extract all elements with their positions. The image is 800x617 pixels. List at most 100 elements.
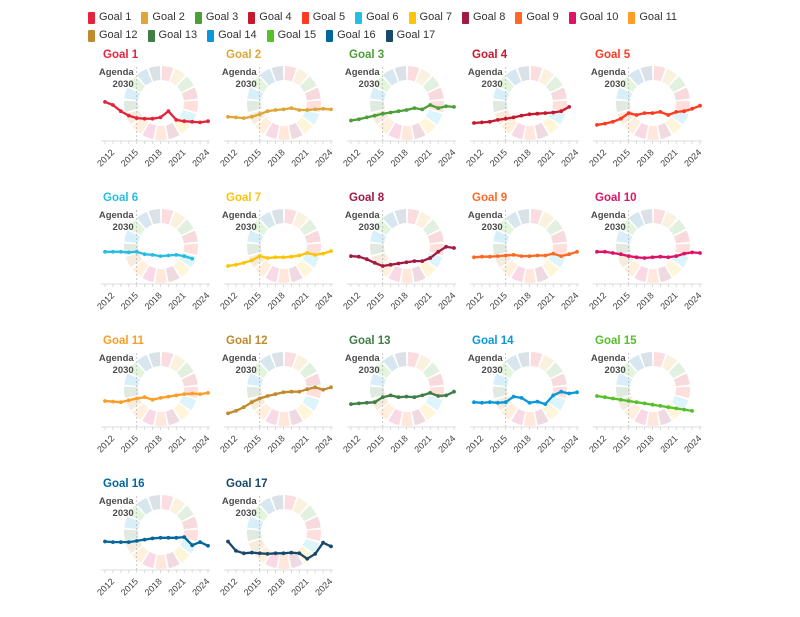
data-point xyxy=(226,264,230,268)
sdg-wheel-segment xyxy=(388,265,403,283)
sdg-wheel-segment xyxy=(501,403,518,420)
legend-item-goal-3[interactable]: Goal 3 xyxy=(194,10,238,25)
chart-title: Goal 17 xyxy=(226,478,268,490)
data-point xyxy=(519,254,524,258)
agenda-2030-label: 2030 xyxy=(113,508,134,519)
legend-item-goal-4[interactable]: Goal 4 xyxy=(248,10,292,25)
data-point xyxy=(388,393,393,398)
agenda-2030-label: Agenda xyxy=(99,353,135,364)
sdg-wheel-segment xyxy=(148,495,161,511)
sdg-wheel-segment xyxy=(624,260,641,277)
legend-item-goal-10[interactable]: Goal 10 xyxy=(568,10,618,25)
data-point xyxy=(559,389,564,394)
chart-title: Goal 16 xyxy=(103,478,145,490)
data-point xyxy=(480,120,484,125)
data-point xyxy=(472,400,476,405)
sdg-wheel-segment xyxy=(382,211,399,229)
data-point xyxy=(618,252,623,257)
x-tick-label: 2024 xyxy=(682,290,703,311)
data-point xyxy=(182,119,187,124)
legend-item-goal-7[interactable]: Goal 7 xyxy=(408,10,452,25)
legend-swatch xyxy=(461,11,469,24)
sdg-wheel-segment xyxy=(501,117,518,134)
sdg-wheel-segment xyxy=(148,209,161,225)
legend-item-goal-1[interactable]: Goal 1 xyxy=(88,10,131,25)
legend-item-goal-14[interactable]: Goal 14 xyxy=(207,28,257,43)
data-point xyxy=(519,113,524,118)
chart-cell-goal-16: Goal 16 Agenda 2030 2012 2015 2018 2021 2024 xyxy=(95,474,218,617)
data-point xyxy=(321,251,325,256)
legend-swatch xyxy=(194,11,202,24)
agenda-2030-label: Agenda xyxy=(591,353,627,364)
sdg-wheel-segment xyxy=(288,265,303,283)
legend-item-goal-11[interactable]: Goal 11 xyxy=(628,10,677,25)
x-tick-label: 2018 xyxy=(266,433,287,454)
data-point xyxy=(182,392,187,396)
x-tick-label: 2018 xyxy=(266,147,287,168)
legend-label: Goal 1 xyxy=(99,11,132,23)
data-point xyxy=(519,396,524,400)
legend-item-goal-13[interactable]: Goal 13 xyxy=(147,28,197,43)
legend-item-goal-6[interactable]: Goal 6 xyxy=(355,10,399,25)
sdg-wheel-segment xyxy=(370,373,387,387)
sdg-wheel-background xyxy=(493,352,567,426)
legend-item-goal-17[interactable]: Goal 17 xyxy=(385,28,435,43)
chart-cell-goal-8: Goal 8 Agenda 2030 2012 2015 2018 2021 2024 xyxy=(341,188,464,331)
agenda-2030-label: 2030 xyxy=(482,365,503,376)
chart-cell-goal-3: Goal 3 Agenda 2030 2012 2015 2018 2021 2024 xyxy=(341,45,464,188)
data-point xyxy=(603,395,607,400)
data-point xyxy=(404,394,409,399)
data-point xyxy=(289,550,294,555)
data-point xyxy=(118,249,123,254)
agenda-2030-label: 2030 xyxy=(605,222,626,233)
legend-item-goal-2[interactable]: Goal 2 xyxy=(141,10,185,25)
sdg-wheel-segment xyxy=(173,117,190,134)
sdg-wheel-background xyxy=(616,352,690,426)
data-point xyxy=(436,106,441,110)
legend-item-goal-15[interactable]: Goal 15 xyxy=(266,28,316,43)
legend-item-goal-12[interactable]: Goal 12 xyxy=(88,28,138,43)
sdg-wheel-segment xyxy=(247,100,262,113)
sdg-wheel-segment xyxy=(304,87,321,101)
data-point xyxy=(226,539,230,544)
x-tick-label: 2012 xyxy=(95,290,116,311)
data-point xyxy=(321,106,325,111)
data-point xyxy=(480,254,484,259)
legend-item-goal-8[interactable]: Goal 8 xyxy=(461,10,505,25)
sdg-wheel-background xyxy=(616,209,690,283)
data-point xyxy=(182,535,187,539)
legend-item-goal-5[interactable]: Goal 5 xyxy=(301,10,345,25)
data-point xyxy=(364,115,369,120)
sdg-wheel-segment xyxy=(411,122,426,140)
legend-item-goal-9[interactable]: Goal 9 xyxy=(515,10,559,25)
data-point xyxy=(313,253,318,257)
sdg-wheel-segment xyxy=(161,209,174,225)
legend-item-goal-16[interactable]: Goal 16 xyxy=(326,28,376,43)
sdg-wheel-segment xyxy=(548,395,566,411)
legend-swatch xyxy=(515,11,523,24)
x-tick-label: 2021 xyxy=(166,576,187,597)
sdg-wheel-segment xyxy=(173,546,190,563)
sdg-wheel-segment xyxy=(628,354,645,372)
data-point xyxy=(158,115,163,120)
data-point xyxy=(126,398,131,403)
x-tick-label: 2015 xyxy=(365,433,386,454)
x-tick-label: 2012 xyxy=(218,290,239,311)
